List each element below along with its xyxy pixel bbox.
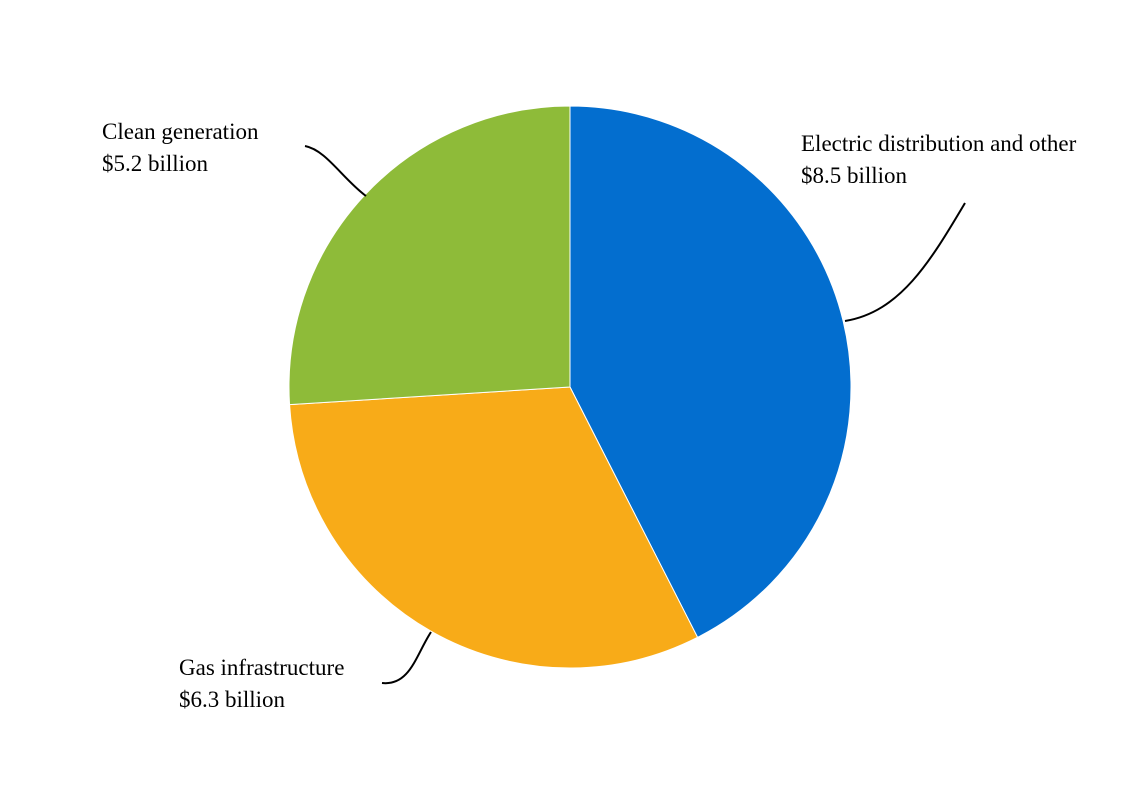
pie-slice-clean-generation: [288, 105, 571, 406]
leader-line-clean: [304, 145, 367, 197]
slice-value: $6.3 billion: [179, 687, 286, 712]
leader-line-electric: [844, 202, 966, 322]
slice-label-gas: Gas infrastructure $6.3 billion: [179, 652, 344, 716]
slice-value: $8.5 billion: [801, 163, 908, 188]
leader-line-gas: [381, 631, 432, 685]
pie-slice-gas-infrastructure: [289, 386, 699, 669]
slice-value: $5.2 billion: [102, 151, 209, 176]
slice-name: Gas infrastructure: [179, 655, 345, 680]
slice-name: Electric distribution and other: [801, 131, 1077, 156]
pie-slice-electric-distribution-and-other: [569, 105, 852, 639]
slice-label-clean: Clean generation $5.2 billion: [102, 116, 258, 180]
slice-label-electric: Electric distribution and other $8.5 bil…: [801, 128, 1076, 192]
slice-name: Clean generation: [102, 119, 259, 144]
